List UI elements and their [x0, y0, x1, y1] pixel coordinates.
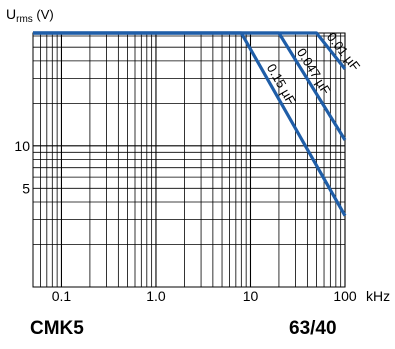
x-tick-label: 0.1	[52, 288, 72, 304]
y-axis-title: Urms (V)	[6, 6, 54, 25]
x-tick-label: 1.0	[146, 288, 166, 304]
y-tick-label: 5	[22, 180, 30, 196]
grid-lines	[32, 33, 346, 288]
series-line	[33, 31, 347, 217]
model-name: CMK5	[30, 318, 84, 339]
series-curves	[33, 31, 347, 217]
x-unit-label: kHz	[366, 288, 390, 304]
series-line	[33, 31, 347, 141]
plot-border	[32, 32, 346, 288]
x-tick-label: 10	[243, 288, 259, 304]
y-tick-label: 10	[14, 138, 30, 154]
x-tick-label: 100	[333, 288, 357, 304]
voltage-rating: 63/40	[289, 318, 337, 339]
chart: 0.01 µF0.047 µF0.15 µF0.1 1.0 10 100 kHz105U…	[6, 6, 390, 304]
